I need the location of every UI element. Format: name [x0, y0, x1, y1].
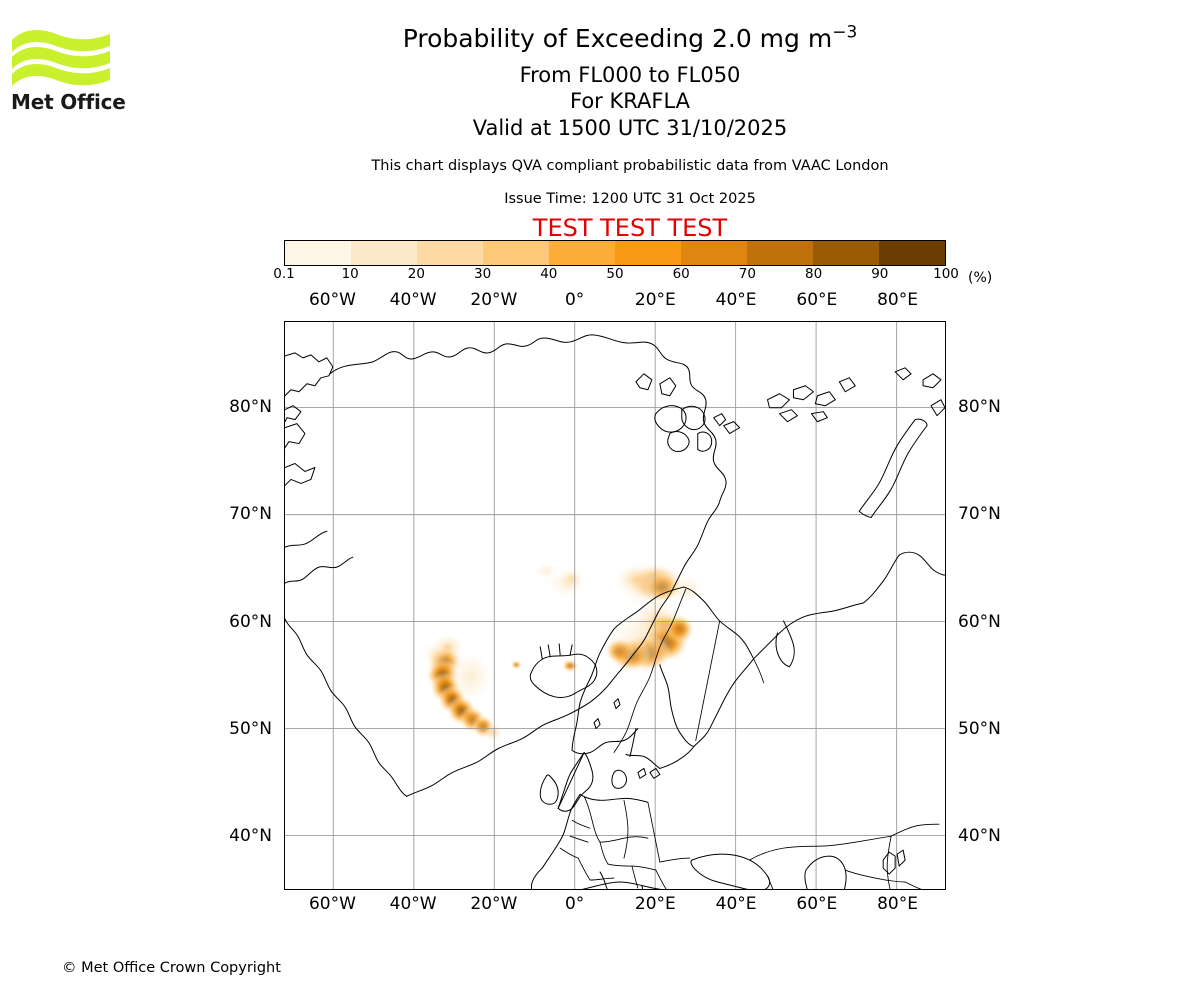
- latitude-tick-label-right: 80°N: [958, 396, 1001, 417]
- colorbar-segment: [615, 241, 681, 265]
- colorbar-tick: 100: [933, 266, 959, 282]
- longitude-tick-label: 80°E: [877, 894, 918, 914]
- colorbar-tick: 60: [672, 266, 690, 282]
- colorbar-segment: [747, 241, 813, 265]
- colorbar-segment: [483, 241, 549, 265]
- test-banner: TEST TEST TEST: [532, 214, 728, 242]
- colorbar-segment: [879, 241, 945, 265]
- colorbar-tick-labels: 0.1 10 20 30 40 50 60 70 80 90 100: [273, 266, 959, 286]
- colorbar-tick: 20: [407, 266, 425, 282]
- colorbar-tick: 30: [474, 266, 492, 282]
- latitude-tick-label-left: 40°N: [229, 826, 272, 847]
- colorbar-tick: 70: [738, 266, 756, 282]
- coastlines: [285, 334, 945, 889]
- plume-northern-norway-lobe: [605, 601, 694, 671]
- latitude-tick-label-left: 80°N: [229, 396, 272, 417]
- longitude-tick-label: 40°E: [715, 894, 757, 914]
- plume-south-west-of-iceland-arc: [421, 634, 503, 742]
- longitude-tick-label: 80°E: [877, 290, 918, 310]
- volcano-name-line: For KRAFLA: [570, 89, 690, 113]
- longitude-tick-label: 20°W: [470, 290, 518, 310]
- page-title-text: Probability of Exceeding 2.0 mg m: [402, 24, 833, 53]
- longitude-tick-label: 60°W: [308, 290, 356, 310]
- met-office-logo: [10, 26, 114, 114]
- colorbar-segment: [813, 241, 879, 265]
- plume-faint-western-patch: [534, 563, 587, 598]
- colorbar-tick: 0.1: [273, 266, 295, 282]
- latitude-axis-right: 40°N 50°N 60°N 70°N 80°N: [958, 321, 1158, 890]
- latitude-tick-label-right: 40°N: [958, 826, 1001, 847]
- colorbar-tick: 80: [805, 266, 823, 282]
- country-borders: [559, 795, 940, 889]
- valid-time-line: Valid at 1500 UTC 31/10/2025: [472, 116, 788, 140]
- colorbar-tick: 90: [871, 266, 889, 282]
- longitude-tick-label: 20°W: [470, 894, 518, 914]
- map-gridlines: [285, 322, 945, 889]
- latitude-axis-left: 40°N 50°N 60°N 70°N 80°N: [0, 321, 272, 890]
- met-office-logo-text: Met Office: [11, 90, 126, 114]
- page-title-exponent: −3: [832, 22, 858, 43]
- copyright-notice: © Met Office Crown Copyright: [62, 960, 281, 976]
- colorbar-segment: [285, 241, 351, 265]
- longitude-tick-label: 20°E: [634, 894, 676, 914]
- longitude-tick-label: 40°E: [715, 290, 757, 310]
- longitude-tick-label: 0°: [564, 894, 585, 914]
- colorbar-segment: [681, 241, 747, 265]
- longitude-tick-label: 40°W: [389, 290, 437, 310]
- colorbar-tick: 50: [606, 266, 624, 282]
- latitude-tick-label-left: 50°N: [229, 718, 272, 739]
- longitude-tick-label: 60°E: [796, 290, 838, 310]
- qva-compliance-note: This chart displays QVA compliant probab…: [371, 158, 889, 174]
- colorbar-unit-label: (%): [968, 270, 993, 286]
- latitude-tick-label-right: 50°N: [958, 718, 1001, 739]
- flight-level-range: From FL000 to FL050: [519, 63, 741, 87]
- plume-source-krafla: [511, 659, 579, 672]
- colorbar-gradient: [284, 240, 946, 266]
- longitude-tick-label: 0°: [564, 290, 585, 310]
- ash-probability-field: [421, 560, 704, 742]
- latitude-tick-label-left: 60°N: [229, 611, 272, 632]
- latitude-tick-label-left: 70°N: [229, 504, 272, 525]
- colorbar-segment: [417, 241, 483, 265]
- colorbar-segment: [549, 241, 615, 265]
- latitude-tick-label-right: 70°N: [958, 504, 1001, 525]
- colorbar-segment: [351, 241, 417, 265]
- map-plot-area[interactable]: [284, 321, 946, 890]
- plume-norwegian-sea-north-lobe: [614, 560, 704, 610]
- colorbar-tick: 10: [341, 266, 359, 282]
- longitude-tick-label: 60°W: [308, 894, 356, 914]
- probability-colorbar: [284, 240, 946, 266]
- longitude-tick-label: 40°W: [389, 894, 437, 914]
- latitude-tick-label-right: 60°N: [958, 611, 1001, 632]
- page-title: Probability of Exceeding 2.0 mg m−3: [130, 24, 1130, 54]
- issue-time-label: Issue Time: 1200 UTC 31 Oct 2025: [504, 191, 756, 207]
- longitude-tick-label: 20°E: [634, 290, 676, 310]
- longitude-tick-label: 60°E: [796, 894, 838, 914]
- colorbar-tick: 40: [540, 266, 558, 282]
